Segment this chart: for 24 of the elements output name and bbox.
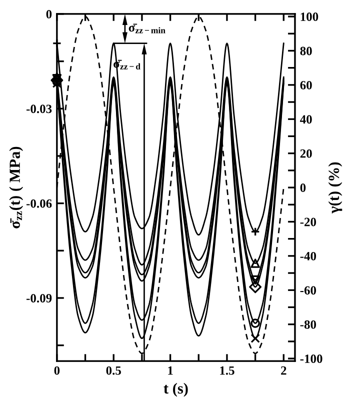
x-tick-label: 0 — [54, 366, 60, 375]
y2-tick-label: 100 — [300, 12, 318, 21]
y2-tick-label: 80 — [300, 46, 312, 56]
x-tick-label: 1 — [168, 366, 173, 375]
y2-tick-label: 40 — [300, 115, 312, 124]
x-tick-label: 1.5 — [220, 366, 234, 375]
y-tick-label: 0 — [46, 10, 52, 18]
x-tick-label: 0.5 — [106, 366, 121, 375]
y2-tick-label: -100 — [300, 354, 322, 363]
x-axis-title: t (s) — [164, 382, 188, 397]
y2-tick-label: -20 — [300, 218, 316, 226]
y2-tick-label: 60 — [300, 80, 312, 90]
y2-tick-label: 20 — [300, 149, 312, 158]
annotation: σ̄$_{zz−min}$ — [128, 24, 166, 34]
y2-tick-label: 0 — [300, 184, 306, 192]
y2-axis-title: γ(t) (%) — [328, 162, 342, 214]
y2-tick-label: -40 — [300, 252, 316, 260]
y2-tick-label: -60 — [300, 286, 316, 295]
y-tick-label: -0.03 — [26, 104, 52, 114]
y-axis-title: σ̄$_{zz}$(t) ( MPa) — [9, 146, 24, 228]
y2-tick-label: -80 — [300, 320, 316, 329]
y-tick-label: -0.09 — [26, 294, 52, 302]
x-tick-label: 2 — [281, 366, 286, 375]
y-tick-label: -0.06 — [26, 199, 52, 208]
